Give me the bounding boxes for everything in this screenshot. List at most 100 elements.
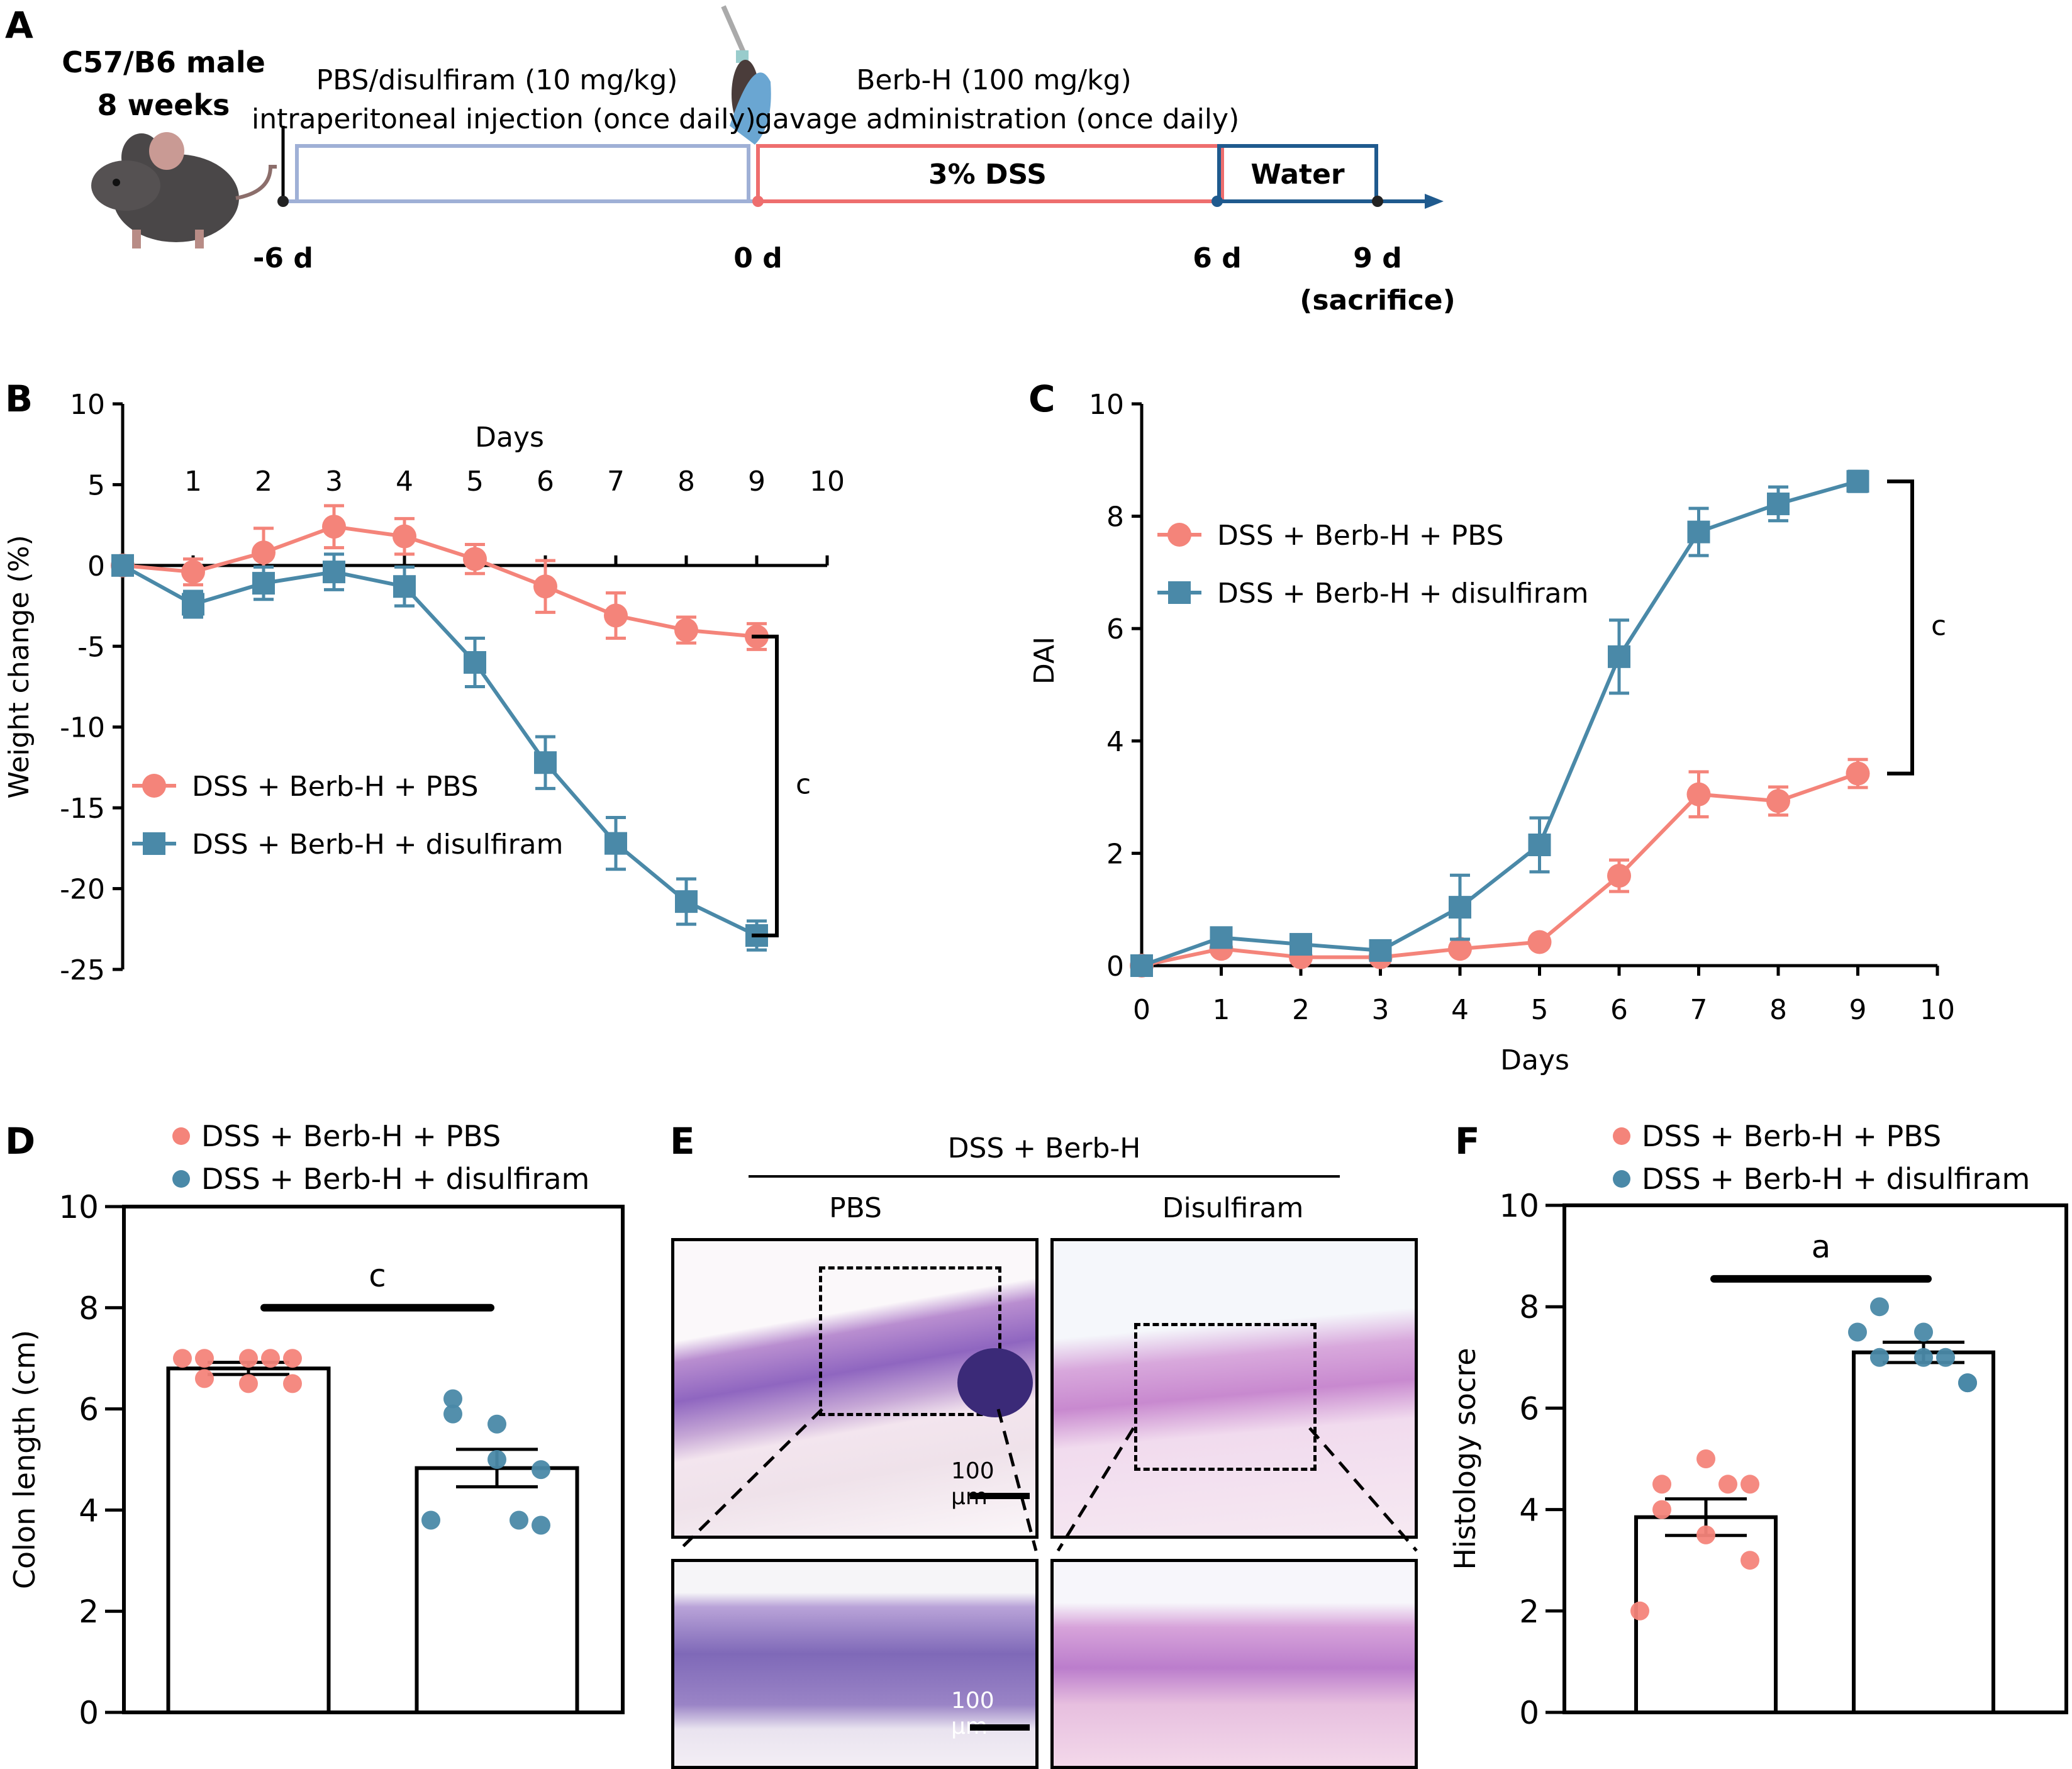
zoom-region-box xyxy=(819,1266,1001,1416)
data-point xyxy=(1130,954,1153,977)
x-tick-label: 3 xyxy=(1372,994,1390,1026)
legend-marker xyxy=(143,832,165,855)
x-tick-label: 10 xyxy=(810,466,845,498)
legend-marker xyxy=(1167,523,1191,547)
legend-label: DSS + Berb-H + disulfiram xyxy=(201,1162,589,1196)
y-axis-title: DAI xyxy=(1028,637,1061,684)
data-point xyxy=(1608,645,1630,668)
y-tick-label: 2 xyxy=(1106,838,1124,870)
y-axis-title: Colon length (cm) xyxy=(8,1330,42,1589)
histology-image-pbs-high: 100 μm xyxy=(671,1559,1039,1769)
x-tick-label: 2 xyxy=(255,466,272,498)
legend-label: DSS + Berb-H + PBS xyxy=(201,1119,501,1153)
y-axis-title: Weight change (%) xyxy=(3,535,35,798)
legend-marker xyxy=(172,1127,190,1145)
x-tick-label: 4 xyxy=(396,466,413,498)
data-point xyxy=(1696,1449,1715,1468)
panel-letter-e: E xyxy=(670,1120,695,1163)
significance-label: c xyxy=(1931,610,1946,642)
data-point xyxy=(1369,939,1392,962)
data-point xyxy=(533,574,557,599)
timeline-arrow-icon xyxy=(1425,194,1444,209)
histo-col-label-pbs: PBS xyxy=(829,1192,882,1224)
legend-marker xyxy=(142,774,166,798)
weight-change-chart: 10 5 0 -5 -10 -15 -20 -25 1 2 3 4 5 6 7 8 9 10 Days Weight … xyxy=(3,389,845,986)
data-point xyxy=(1718,1475,1737,1494)
histology-score-chart: 0 2 4 6 8 10 Histology socre DSS + Berb-H + PBS… xyxy=(1448,1119,2068,1731)
timepoint-dot xyxy=(752,196,764,207)
legend-marker xyxy=(1168,581,1191,604)
data-point xyxy=(1846,470,1869,493)
y-tick-label: 6 xyxy=(1106,613,1124,645)
data-point xyxy=(487,1414,506,1434)
data-point xyxy=(532,1460,550,1480)
scale-bar xyxy=(970,1493,1030,1499)
legend-marker xyxy=(172,1170,190,1188)
data-point xyxy=(283,1349,302,1368)
bar xyxy=(1634,1515,1778,1714)
phase1-dose: PBS/disulfiram (10 mg/kg) xyxy=(316,64,678,96)
data-point xyxy=(463,547,487,571)
panel-letter-f: F xyxy=(1455,1120,1480,1163)
sacrifice-label: (sacrifice) xyxy=(1300,284,1456,316)
data-point xyxy=(181,560,205,584)
histology-image-pbs-low: 100 μm xyxy=(671,1238,1039,1539)
data-point xyxy=(252,572,275,595)
phase1-route: intraperitoneal injection (once daily) xyxy=(252,103,756,135)
y-tick-label: -25 xyxy=(60,954,105,986)
panel-letter-c: C xyxy=(1028,377,1055,420)
data-point xyxy=(239,1374,258,1393)
group-divider xyxy=(749,1175,1340,1178)
y-tick-label: 10 xyxy=(1499,1188,1539,1224)
zoom-region-box xyxy=(1134,1323,1317,1471)
data-point xyxy=(1766,789,1790,813)
data-point xyxy=(1741,1475,1759,1494)
y-tick-label: 5 xyxy=(87,469,105,501)
significance-label: c xyxy=(369,1258,386,1294)
y-tick-label: 6 xyxy=(1519,1390,1539,1427)
y-tick-label: 2 xyxy=(79,1593,99,1630)
x-tick-label: 8 xyxy=(1769,994,1787,1026)
series-line xyxy=(1141,771,1859,968)
y-tick-label: 4 xyxy=(79,1492,99,1529)
x-tick-label: 7 xyxy=(1690,994,1708,1026)
x-tick-label: 3 xyxy=(325,466,343,498)
data-point xyxy=(182,593,204,616)
bar xyxy=(166,1366,331,1714)
panel-letter-b: B xyxy=(5,377,33,420)
data-point xyxy=(1528,834,1551,857)
x-tick-label: 6 xyxy=(537,466,554,498)
data-point xyxy=(1607,864,1631,888)
phase2-dose: Berb-H (100 mg/kg) xyxy=(856,64,1132,96)
legend-label: DSS + Berb-H + PBS xyxy=(1217,520,1504,552)
data-point xyxy=(1936,1348,1955,1367)
legend-label: DSS + Berb-H + PBS xyxy=(192,771,479,803)
bar xyxy=(415,1466,579,1715)
y-axis-title: Histology socre xyxy=(1448,1348,1482,1570)
data-point xyxy=(1848,1322,1867,1342)
scale-bar xyxy=(970,1724,1030,1731)
timepoint-dot xyxy=(1211,196,1223,207)
y-tick-label: 8 xyxy=(1519,1289,1539,1325)
data-point xyxy=(252,540,276,565)
scale-bar-label: 100 μm xyxy=(951,1458,994,1510)
data-point xyxy=(421,1510,440,1530)
significance-bracket xyxy=(752,634,779,938)
x-axis-title: Days xyxy=(475,421,544,454)
timepoint-label: -6 d xyxy=(253,242,313,274)
data-point xyxy=(675,890,698,913)
water-label: Water xyxy=(1250,159,1345,191)
data-point xyxy=(1449,896,1471,919)
x-axis-title: Days xyxy=(1500,1044,1569,1076)
data-point xyxy=(393,575,416,598)
x-tick-label: 10 xyxy=(1920,994,1955,1026)
histo-col-label-disulfiram: Disulfiram xyxy=(1162,1192,1304,1224)
legend-label: DSS + Berb-H + PBS xyxy=(1642,1119,1941,1153)
colon-length-chart: 0 2 4 6 8 10 Colon length (cm) DSS + Berb-H + P… xyxy=(8,1119,625,1731)
data-point xyxy=(261,1349,280,1368)
data-point xyxy=(1448,937,1472,961)
timepoint-label: 6 d xyxy=(1193,242,1242,274)
legend-label: DSS + Berb-H + disulfiram xyxy=(1642,1162,2030,1196)
y-tick-label: 2 xyxy=(1519,1593,1539,1630)
y-tick-label: -5 xyxy=(77,631,105,663)
